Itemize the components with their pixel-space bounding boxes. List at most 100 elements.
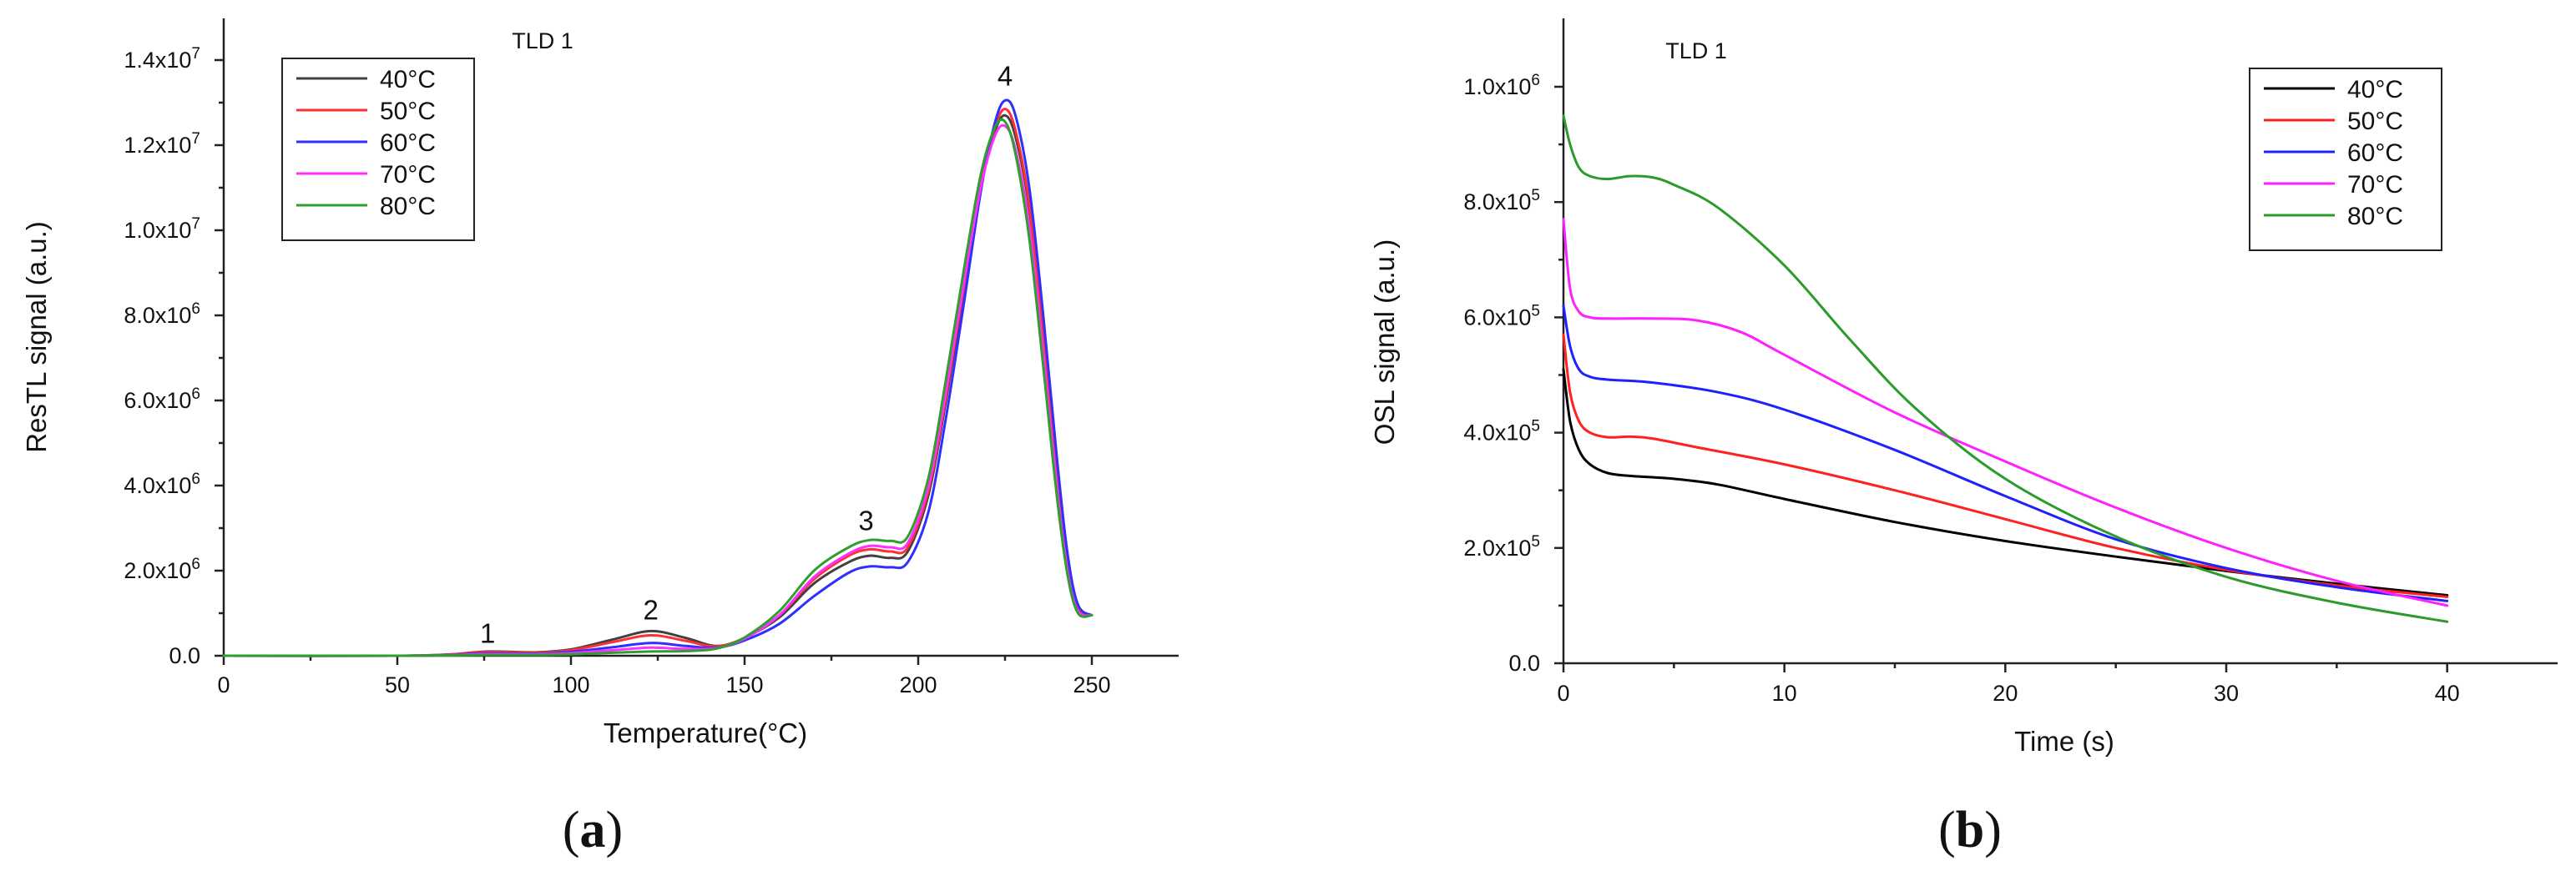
panel-b-series — [1562, 114, 2449, 623]
panel-b-x-ticks: 0 10 20 30 40 — [1557, 663, 2460, 706]
series-line-60c — [1562, 305, 2449, 602]
y-tick-label: 1.2x107 — [124, 130, 200, 158]
peak-label-4: 4 — [998, 61, 1013, 92]
y-tick-exponent: 7 — [191, 215, 200, 233]
y-tick-label: 2.0x106 — [124, 556, 200, 583]
y-tick-base: 1.0x10 — [1463, 74, 1531, 99]
panel-b-y-axis-label: OSL signal (a.u.) — [1369, 239, 1400, 445]
y-tick-label: 4.0x105 — [1463, 418, 1540, 446]
y-tick-exponent: 5 — [1531, 302, 1540, 320]
y-tick-label: 1.4x107 — [124, 45, 200, 73]
x-tick-label: 200 — [899, 672, 937, 697]
panel-b-legend-entries: 40°C 50°C 60°C 70°C 80°C — [2264, 76, 2403, 230]
y-tick-base: 2.0x10 — [124, 558, 191, 583]
y-tick-base: 1.0x10 — [124, 218, 191, 243]
y-tick-exponent: 7 — [191, 45, 200, 63]
panel-a-label-close: ) — [606, 802, 624, 858]
y-tick-exponent: 5 — [1531, 533, 1540, 551]
y-tick-label: 1.0x107 — [124, 215, 200, 243]
series-line-80c — [1562, 114, 2449, 623]
panel-b-legend-box — [2249, 68, 2442, 251]
legend-label: 80°C — [2347, 203, 2403, 230]
legend-label: 70°C — [380, 161, 436, 189]
x-tick-label: 250 — [1073, 672, 1110, 697]
y-tick-base: 0.0 — [1508, 651, 1540, 676]
legend-label: 50°C — [2347, 108, 2403, 135]
panel-a-peak-labels: 1 2 3 4 — [480, 61, 1013, 649]
panel-a-x-ticks: 0 50 100 150 200 250 — [217, 656, 1111, 697]
y-tick-label: 8.0x106 — [124, 300, 200, 328]
panel-a-y-ticks: 0.02.0x1064.0x1066.0x1068.0x1061.0x1071.… — [124, 45, 224, 668]
panel-b-x-axis-label: Time (s) — [2014, 726, 2114, 757]
y-tick-label: 6.0x106 — [124, 385, 200, 413]
y-tick-exponent: 6 — [1531, 72, 1540, 89]
y-tick-exponent: 6 — [191, 471, 200, 488]
legend-label: 60°C — [380, 129, 436, 157]
legend-label: 60°C — [2347, 139, 2403, 167]
peak-label-1: 1 — [480, 618, 495, 649]
panel-a-legend: 40°C 50°C 60°C 70°C 80°C — [281, 58, 475, 241]
y-tick-label: 1.0x106 — [1463, 72, 1540, 99]
y-tick-label: 2.0x105 — [1463, 533, 1540, 561]
peak-label-3: 3 — [858, 506, 873, 536]
y-tick-label: 0.0 — [1508, 651, 1540, 676]
panel-b-label: (b) — [1938, 802, 2002, 858]
y-tick-base: 4.0x10 — [124, 473, 191, 498]
y-tick-base: 1.4x10 — [124, 48, 191, 73]
x-tick-label: 0 — [1557, 681, 1569, 706]
y-tick-base: 8.0x10 — [1463, 189, 1531, 214]
panel-b-legend: 40°C 50°C 60°C 70°C 80°C — [2249, 68, 2442, 251]
y-tick-exponent: 5 — [1531, 418, 1540, 435]
y-tick-base: 6.0x10 — [124, 388, 191, 413]
x-tick-label: 150 — [725, 672, 763, 697]
panel-a-legend-box — [281, 58, 475, 241]
y-tick-base: 6.0x10 — [1463, 305, 1531, 330]
panel-a-legend-entries: 40°C 50°C 60°C 70°C 80°C — [296, 66, 436, 220]
series-line-80c — [222, 118, 1094, 657]
panel-a-y-axis-label: ResTL signal (a.u.) — [21, 221, 52, 453]
chart-panel-a: TLD 1 0 50 100 150 200 250 0.02.0x1064.0x1066… — [21, 18, 1179, 858]
y-tick-label: 4.0x106 — [124, 471, 200, 498]
panel-a-label-open: ( — [563, 802, 580, 858]
x-tick-label: 10 — [1772, 681, 1797, 706]
y-tick-base: 4.0x10 — [1463, 420, 1531, 446]
y-tick-exponent: 6 — [191, 300, 200, 318]
series-line-50c — [222, 108, 1094, 657]
legend-label: 80°C — [380, 193, 436, 220]
y-tick-base: 2.0x10 — [1463, 536, 1531, 561]
panel-a-label-letter: a — [580, 802, 606, 858]
x-tick-label: 50 — [385, 672, 410, 697]
panel-a-title: TLD 1 — [512, 28, 573, 53]
y-tick-base: 8.0x10 — [124, 303, 191, 328]
legend-label: 40°C — [380, 66, 436, 93]
series-line-70c — [1562, 218, 2449, 607]
x-tick-label: 20 — [1993, 681, 2018, 706]
series-line-40c — [1562, 368, 2449, 597]
y-tick-label: 8.0x105 — [1463, 187, 1540, 214]
panel-b-label-open: ( — [1938, 802, 1956, 858]
y-tick-base: 0.0 — [169, 643, 200, 668]
panel-b-label-letter: b — [1956, 802, 1984, 858]
y-tick-exponent: 5 — [1531, 187, 1540, 204]
legend-label: 50°C — [380, 98, 436, 125]
legend-label: 70°C — [2347, 171, 2403, 199]
x-tick-label: 0 — [217, 672, 230, 697]
panel-a-x-axis-label: Temperature(°C) — [604, 717, 807, 748]
y-tick-exponent: 6 — [191, 556, 200, 573]
series-line-50c — [1562, 333, 2449, 598]
legend-label: 40°C — [2347, 76, 2403, 103]
x-tick-label: 100 — [552, 672, 589, 697]
panel-b-title: TLD 1 — [1665, 38, 1727, 63]
x-tick-label: 30 — [2214, 681, 2239, 706]
y-tick-label: 0.0 — [169, 643, 200, 668]
chart-panel-b: TLD 1 0 10 20 30 40 0.02.0x1054.0x1056.0x105… — [1369, 18, 2558, 858]
y-tick-exponent: 6 — [191, 385, 200, 403]
x-tick-label: 40 — [2435, 681, 2460, 706]
panel-b-label-close: ) — [1984, 802, 2002, 858]
y-tick-base: 1.2x10 — [124, 133, 191, 158]
y-tick-label: 6.0x105 — [1463, 302, 1540, 330]
panel-a-label: (a) — [563, 802, 623, 858]
peak-label-2: 2 — [644, 595, 659, 626]
